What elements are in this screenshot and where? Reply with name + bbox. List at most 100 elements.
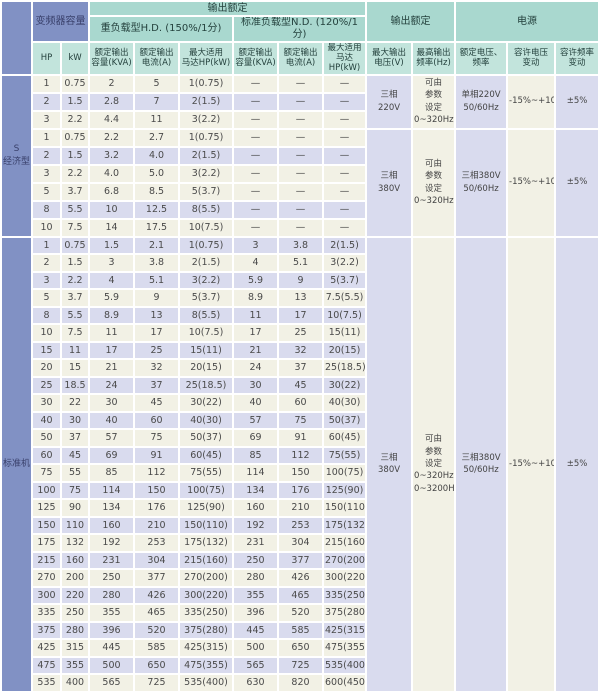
data-cell: 25	[135, 342, 178, 359]
section-label: S 经济型	[2, 75, 31, 236]
data-cell: 4.4	[90, 111, 133, 128]
data-cell: 650	[135, 657, 178, 674]
data-cell: 40	[234, 395, 277, 411]
data-cell: 2	[90, 75, 133, 92]
data-cell: 150	[279, 465, 322, 481]
data-cell: 5.5	[62, 201, 88, 218]
table-row: 175 132 192 253 175(132) 231 304 215(160)	[2, 535, 598, 551]
data-cell: 60	[279, 395, 322, 411]
data-cell: 426	[135, 587, 178, 604]
data-cell: 2(1.5)	[180, 255, 232, 271]
data-cell: 725	[135, 675, 178, 691]
data-cell: —	[279, 183, 322, 200]
data-cell: —	[234, 201, 277, 218]
data-cell: 7	[135, 93, 178, 110]
data-cell: 91	[279, 430, 322, 446]
data-cell: 500	[234, 640, 277, 656]
data-cell: 1.5	[62, 93, 88, 110]
data-cell: 725	[279, 657, 322, 674]
merged-voltage: 三相 380V	[367, 237, 412, 691]
data-cell: —	[324, 183, 366, 200]
section-label: 标准机	[2, 237, 31, 691]
data-cell: 50	[33, 430, 60, 446]
data-cell: 20(15)	[324, 342, 366, 359]
colhead-voltage-tolerance: 容许电压 变动	[508, 43, 555, 74]
data-cell: 231	[90, 552, 133, 569]
data-cell: 445	[90, 640, 133, 656]
data-cell: 600(450)	[324, 675, 366, 691]
data-cell: 5	[33, 290, 60, 306]
merged-freq-set: 可由 参数 设定 0~320Hz	[413, 129, 455, 236]
data-cell: 355	[62, 657, 88, 674]
merged-freq-tol: ±5%	[556, 75, 599, 128]
data-cell: 125(90)	[324, 482, 366, 499]
data-cell: 8.9	[234, 290, 277, 306]
data-cell: 91	[135, 447, 178, 464]
data-cell: 20(15)	[180, 360, 232, 376]
data-cell: 75	[62, 482, 88, 499]
data-cell: 134	[234, 482, 277, 499]
data-cell: 2(1.5)	[324, 237, 366, 254]
data-cell: 85	[234, 447, 277, 464]
data-cell: 396	[90, 622, 133, 639]
data-cell: 280	[90, 587, 133, 604]
data-cell: 426	[279, 570, 322, 586]
colhead-frequency-tolerance: 容许频率 变动	[556, 43, 599, 74]
data-cell: 650	[279, 640, 322, 656]
data-cell: 13	[135, 307, 178, 324]
data-cell: 50(37)	[180, 430, 232, 446]
data-cell: 355	[234, 587, 277, 604]
data-cell: 375(280)	[180, 622, 232, 639]
data-cell: 210	[135, 517, 178, 534]
data-cell: 132	[62, 535, 88, 551]
data-cell: 112	[135, 465, 178, 481]
data-cell: 8(5.5)	[180, 201, 232, 218]
data-cell: 5	[135, 75, 178, 92]
merged-freq-set: 可由 参数 设定 0~320Hz	[413, 75, 455, 128]
data-cell: 192	[90, 535, 133, 551]
data-cell: 375	[33, 622, 60, 639]
data-cell: 445	[234, 622, 277, 639]
table-row: 425 315 445 585 425(315) 500 650 475(355)	[2, 640, 598, 656]
merged-voltage: 三相 220V	[367, 75, 412, 128]
data-cell: 2.8	[90, 93, 133, 110]
data-cell: 14	[90, 219, 133, 236]
data-cell: 10(7.5)	[180, 325, 232, 341]
data-cell: 55	[62, 465, 88, 481]
data-cell: 2.1	[135, 237, 178, 254]
data-cell: 25(18.5)	[324, 360, 366, 376]
data-cell: 4	[90, 272, 133, 289]
data-cell: —	[234, 183, 277, 200]
data-cell: 250	[62, 605, 88, 621]
data-cell: 215(160)	[324, 535, 366, 551]
data-cell: 465	[135, 605, 178, 621]
data-cell: 335(250)	[324, 587, 366, 604]
data-cell: —	[324, 165, 366, 182]
data-cell: 32	[279, 342, 322, 359]
table-row: S 经济型 1 0.75 2 5 1(0.75) — — — 三相 220V 可由 参数 设定 0~…	[2, 75, 599, 236]
data-cell: 40	[90, 412, 133, 429]
data-cell: 75(55)	[324, 447, 366, 464]
colhead-hd-current: 额定输出 电流(A)	[135, 43, 178, 74]
data-cell: 37	[62, 430, 88, 446]
data-cell: —	[324, 219, 366, 236]
table-row: 125 90 134 176 125(90) 160 210 150(110)	[2, 500, 598, 516]
table-row: 335 250 355 465 335(250) 396 520 375(280)	[2, 605, 598, 621]
merged-volt-tol: -15%~+10%	[508, 237, 555, 691]
data-cell: 475(355)	[324, 640, 366, 656]
data-cell: 175(132)	[180, 535, 232, 551]
data-cell: 8.9	[90, 307, 133, 324]
data-cell: 2	[33, 255, 60, 271]
data-cell: 4.0	[135, 147, 178, 164]
data-cell: 75	[279, 412, 322, 429]
data-cell: 2(1.5)	[180, 147, 232, 164]
data-cell: —	[279, 147, 322, 164]
colhead-nd-motor: 最大适用 马达HP(kW)	[324, 43, 366, 74]
data-cell: 17	[234, 325, 277, 341]
data-cell: 40(30)	[180, 412, 232, 429]
data-cell: —	[234, 165, 277, 182]
table-row: 15 11 17 25 15(11) 21 32 20(15)	[2, 342, 598, 359]
data-cell: 69	[234, 430, 277, 446]
merged-voltage: 三相 380V	[367, 129, 412, 236]
header-heavy-duty: 重负载型H.D. (150%/1分)	[90, 17, 232, 41]
